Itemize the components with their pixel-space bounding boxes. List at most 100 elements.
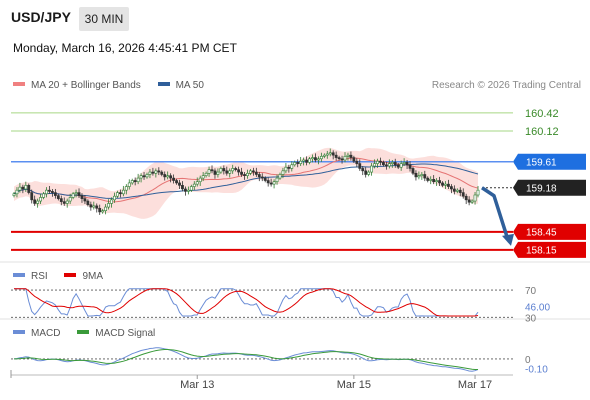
candle [48,189,51,192]
candle [467,199,471,203]
candle [192,183,196,187]
candle [228,170,232,174]
ma50-swatch [157,82,170,87]
candle [290,164,294,169]
chart-datetime: Monday, March 16, 2026 4:45:41 PM CET [13,41,237,55]
candle [39,197,42,202]
candle [110,199,113,204]
candle [74,192,78,195]
candle [308,158,311,163]
candle [83,198,87,202]
candle [361,168,365,172]
forecast-arrowhead [502,233,514,246]
candle [470,200,474,203]
candle [311,157,314,160]
candle [384,164,388,167]
candle [254,171,258,175]
rsi-line [14,288,479,317]
candle [331,152,335,156]
candle [77,192,81,196]
candle [213,170,217,175]
rsi-level-label: 70 [525,286,537,297]
candle [367,171,371,175]
candle [435,180,439,183]
candle [116,192,119,197]
candle [222,168,226,172]
candle [154,170,158,174]
candle [275,177,279,183]
candle [376,160,379,164]
candle [201,175,205,179]
candle [246,172,249,176]
candle [80,195,84,199]
candle [127,182,131,187]
candle [349,154,353,158]
candle [364,170,368,175]
candle [189,186,193,191]
candle [53,192,57,196]
candle [260,176,264,179]
candle [30,192,34,201]
candle [207,169,211,174]
candle [390,162,394,164]
candle [68,197,72,202]
x-tick-label: Mar 13 [180,379,214,391]
candle [325,153,329,156]
candle [450,186,453,190]
candle [452,188,456,192]
ma20-label: MA 20 + Bollinger Bands [31,80,141,91]
candle [133,180,137,183]
candle [184,188,187,192]
macd-zero-label: 0 [525,355,531,366]
candle [269,182,273,185]
level-label: 158.45 [526,227,557,238]
candle [62,201,66,204]
candle [249,170,252,174]
macd-current-label: -0.10 [525,364,548,375]
candle [195,181,199,185]
candle [355,160,359,164]
price-legend: MA 20 + Bollinger Bands MA 50 [13,80,218,91]
legend-item-9ma: 9MA [64,271,103,282]
price-tag [513,223,586,240]
candle [266,180,270,184]
research-credit: Research © 2026 Trading Central [431,80,581,91]
candle [370,165,374,173]
price-tag [513,153,586,170]
level-label: 160.12 [525,126,559,138]
candle [379,160,382,163]
candle [42,193,45,198]
candle [204,172,208,176]
level-label: 159.18 [526,183,557,194]
candle [408,164,412,169]
ma50-line [13,163,479,199]
candle [210,169,214,172]
candle [405,162,409,166]
candle [417,175,421,178]
candle [92,205,96,208]
candle [27,185,31,193]
candle [441,182,444,186]
candle [148,171,152,175]
candle [343,156,347,161]
candle [142,175,146,178]
rsi-ma-line [14,288,479,317]
forecast-arrow [481,186,510,241]
candle [104,206,108,211]
macd-label: MACD [31,328,61,339]
candle [464,195,468,201]
candle [322,154,326,157]
candle [263,177,267,181]
level-label: 158.15 [526,245,557,256]
candle [257,174,261,178]
interval-button[interactable]: 30 MIN [79,7,129,31]
candle [95,205,99,209]
candle [24,185,28,190]
candle [402,162,406,164]
macd-swatch [13,330,25,335]
candle [382,162,385,166]
macd-line [13,347,479,372]
x-tick-label: Mar 17 [458,379,492,391]
candle [231,168,235,172]
candle [12,193,16,196]
